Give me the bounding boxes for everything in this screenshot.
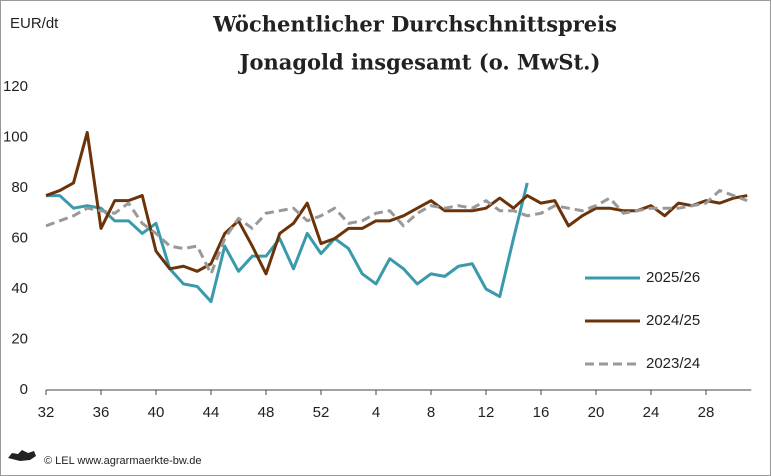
legend-label: 2024/25 <box>646 312 700 329</box>
x-tick-label: 44 <box>203 404 220 421</box>
x-tick-label: 28 <box>698 404 715 421</box>
y-tick-label: 80 <box>11 179 28 196</box>
y-tick-label: 120 <box>3 78 28 95</box>
y-tick-label: 40 <box>11 280 28 297</box>
x-tick-label: 52 <box>313 404 330 421</box>
series-line <box>45 189 748 276</box>
y-axis-label: EUR/dt <box>10 15 59 32</box>
chart-title: Wöchentlicher Durchschnittspreis <box>212 12 617 37</box>
x-tick-label: 48 <box>258 404 275 421</box>
x-tick-label: 16 <box>533 404 550 421</box>
y-tick-label: 0 <box>20 381 28 398</box>
series-line <box>45 130 748 276</box>
y-tick-label: 60 <box>11 229 28 246</box>
x-tick-label: 36 <box>93 404 110 421</box>
y-tick-label: 20 <box>11 330 28 347</box>
x-tick-label: 4 <box>372 404 380 421</box>
x-tick-label: 12 <box>478 404 495 421</box>
legend-label: 2025/26 <box>646 269 700 286</box>
x-tick-label: 24 <box>643 404 660 421</box>
series-line <box>46 182 529 304</box>
y-tick-label: 100 <box>3 128 28 145</box>
x-tick-label: 40 <box>148 404 165 421</box>
source: © LEL www.agrarmaerkte-bw.de <box>44 455 202 467</box>
legend-label: 2023/24 <box>646 355 700 372</box>
chart-title: Jonagold insgesamt (o. MwSt.) <box>238 50 601 75</box>
x-tick-label: 8 <box>427 404 435 421</box>
x-tick-label: 32 <box>38 404 55 421</box>
logo <box>8 450 36 461</box>
x-tick-label: 20 <box>588 404 605 421</box>
